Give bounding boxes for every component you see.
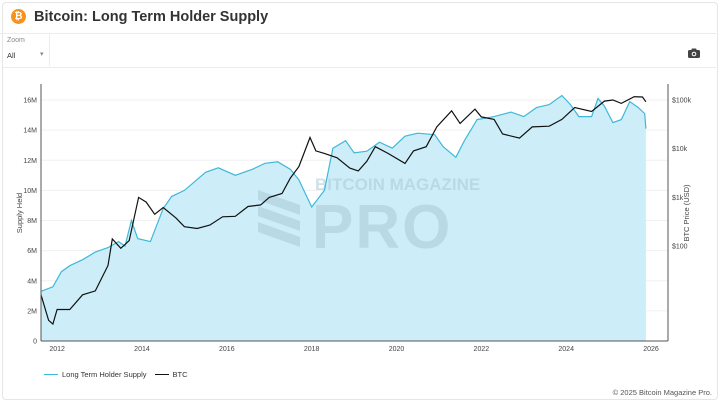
x-tick-label: 2016 bbox=[219, 346, 235, 353]
zoom-select[interactable]: Zoom All ▾ bbox=[3, 34, 50, 66]
legend-item-btc[interactable]: BTC bbox=[154, 370, 188, 379]
watermark-stripe bbox=[258, 222, 300, 247]
legend-item-lth-supply[interactable]: Long Term Holder Supply bbox=[44, 370, 147, 379]
watermark-stripe bbox=[258, 206, 300, 231]
x-tick-label: 2024 bbox=[558, 346, 574, 353]
watermark-stripe bbox=[258, 190, 300, 215]
legend: Long Term Holder Supply BTC bbox=[44, 370, 196, 379]
y2-tick-label: $100k bbox=[672, 98, 692, 105]
x-tick-label: 2022 bbox=[474, 346, 490, 353]
camera-icon[interactable] bbox=[687, 47, 701, 59]
y-tick-label: 12M bbox=[23, 158, 37, 165]
chart-header: ₿ Bitcoin: Long Term Holder Supply bbox=[0, 0, 716, 34]
divider bbox=[3, 67, 716, 68]
y2-axis-title: BTC Price (USD) bbox=[682, 184, 691, 242]
lth-supply-area bbox=[41, 95, 646, 341]
y2-tick-label: $1k bbox=[672, 195, 684, 202]
y-tick-label: 4M bbox=[27, 278, 37, 285]
y-tick-label: 16M bbox=[23, 98, 37, 105]
y2-tick-label: $100 bbox=[672, 244, 688, 251]
x-tick-label: 2018 bbox=[304, 346, 320, 353]
zoom-label: Zoom bbox=[7, 37, 25, 44]
y-tick-label: 0 bbox=[33, 339, 37, 346]
copyright: © 2025 Bitcoin Magazine Pro. bbox=[612, 388, 712, 397]
x-tick-label: 2012 bbox=[49, 346, 65, 353]
chevron-down-icon: ▾ bbox=[40, 51, 44, 58]
y-tick-label: 10M bbox=[23, 188, 37, 195]
x-tick-label: 2026 bbox=[643, 346, 659, 353]
y-tick-label: 14M bbox=[23, 128, 37, 135]
bitcoin-logo-icon: ₿ bbox=[11, 9, 26, 24]
x-tick-label: 2014 bbox=[134, 346, 150, 353]
legend-label: Long Term Holder Supply bbox=[62, 370, 147, 379]
legend-swatch bbox=[44, 374, 58, 375]
watermark-main-text: PRO bbox=[312, 193, 452, 262]
watermark-top-text: BITCOIN MAGAZINE bbox=[315, 175, 480, 194]
page-title: Bitcoin: Long Term Holder Supply bbox=[34, 8, 269, 25]
lth-supply-line bbox=[40, 94, 647, 292]
zoom-value: All bbox=[7, 51, 16, 60]
y-tick-label: 6M bbox=[27, 248, 37, 255]
btc-price-line bbox=[40, 96, 647, 326]
legend-label: BTC bbox=[172, 370, 188, 379]
y-axis-title: Supply Held bbox=[15, 193, 24, 233]
x-tick-label: 2020 bbox=[389, 346, 405, 353]
y-tick-label: 8M bbox=[27, 218, 37, 225]
legend-swatch bbox=[154, 374, 169, 375]
y2-tick-label: $10k bbox=[672, 146, 688, 153]
y-tick-label: 2M bbox=[27, 308, 37, 315]
